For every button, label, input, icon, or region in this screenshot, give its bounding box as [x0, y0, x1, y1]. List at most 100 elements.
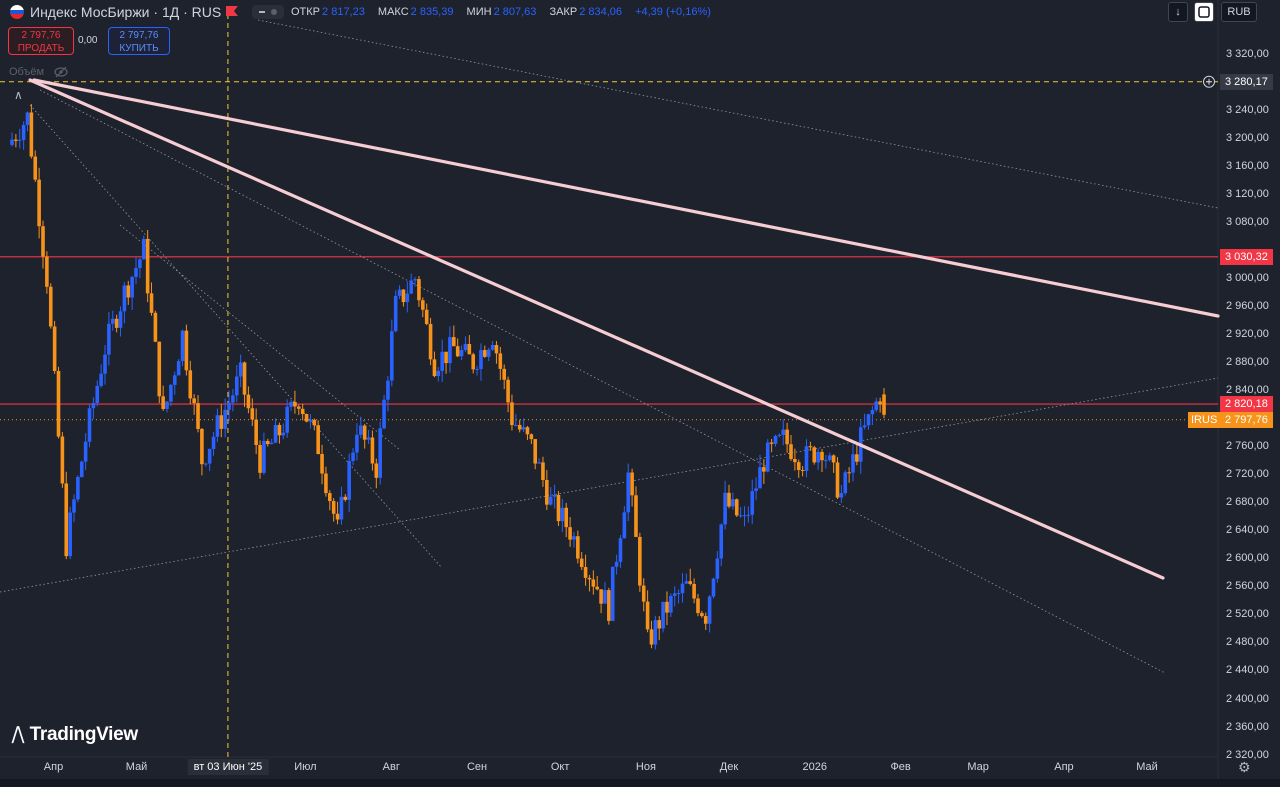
candle-body: [262, 440, 266, 473]
guide-line: [29, 104, 443, 569]
candle-body: [793, 458, 797, 463]
price-tick-label: 2 360,00: [1226, 720, 1269, 733]
candle-body: [413, 279, 417, 281]
candle-body: [866, 414, 871, 426]
candle-body: [738, 515, 743, 517]
arrow-down-icon[interactable]: ↓: [1168, 2, 1188, 22]
candle-body: [60, 436, 65, 484]
buy-label: КУПИТЬ: [119, 43, 159, 54]
candle-body: [312, 419, 317, 426]
eye-off-icon[interactable]: [54, 66, 68, 78]
currency-select[interactable]: RUB: [1221, 2, 1257, 22]
candle-body: [548, 496, 553, 505]
price-tick-label: 2 480,00: [1226, 636, 1269, 649]
volume-label[interactable]: Объём: [9, 66, 45, 78]
price-tick-label: 2 600,00: [1226, 552, 1269, 565]
change-value: +4,39 (+0,16%): [635, 6, 711, 18]
candle-body: [521, 427, 526, 430]
candle-body: [773, 435, 778, 444]
plus-icon: [1206, 78, 1212, 85]
flag-marker-icon[interactable]: [226, 6, 238, 16]
candle-body: [789, 444, 793, 459]
candle-body: [455, 346, 460, 357]
guide-line: [119, 224, 401, 451]
candle-body: [874, 401, 879, 411]
price-tick-label: 3 240,00: [1226, 103, 1269, 116]
candle-body: [560, 507, 565, 522]
candle-body: [816, 451, 820, 463]
candle-body: [25, 112, 30, 126]
candle-body: [641, 585, 646, 602]
candle-body: [347, 461, 351, 500]
candle-body: [839, 493, 844, 498]
price-tick-label: 2 840,00: [1226, 384, 1269, 397]
price-tick-label: 3 080,00: [1226, 216, 1269, 228]
buy-button[interactable]: 2 797,76 КУПИТЬ: [108, 27, 170, 55]
candle-body: [184, 330, 189, 371]
candle-body: [17, 139, 22, 141]
time-tick-label: 2026: [802, 761, 828, 773]
price-tick-label: 3 320,00: [1226, 47, 1269, 60]
candle-body: [172, 375, 177, 385]
candle-body: [843, 472, 848, 494]
symbol-title[interactable]: Индекс МосБиржи · 1Д · RUS: [30, 4, 222, 20]
candle-body: [514, 424, 518, 426]
candle-body: [545, 479, 549, 505]
level-price-badge: 3 030,32: [1220, 248, 1273, 265]
guide-line: [39, 89, 1166, 674]
candle-body: [614, 561, 619, 567]
candle-body: [510, 402, 514, 426]
sell-label: ПРОДАТЬ: [17, 43, 65, 54]
time-tick-label: Сен: [466, 761, 488, 773]
candle-body: [692, 583, 696, 599]
tradingview-logo[interactable]: ⧸⧹ TradingView: [12, 724, 138, 745]
candle-body: [14, 139, 18, 141]
candle-body: [409, 280, 413, 294]
candle-body: [564, 507, 569, 528]
candle-body: [769, 442, 774, 444]
price-tick-label: 2 520,00: [1226, 608, 1269, 621]
candle-body: [475, 368, 479, 370]
collapse-chevron-icon[interactable]: ∧: [14, 88, 23, 102]
candle-body: [382, 399, 386, 429]
candle-body: [696, 598, 700, 614]
candle-body: [335, 513, 340, 520]
candle-body: [324, 473, 328, 494]
candle-body: [424, 309, 429, 325]
candle-body: [824, 460, 828, 462]
candle-body: [591, 579, 596, 587]
guide-line: [0, 377, 1219, 593]
candle-body: [448, 337, 452, 364]
candle-body: [79, 461, 84, 478]
candle-body: [576, 536, 580, 559]
candle-body: [269, 442, 274, 445]
candle-body: [289, 401, 293, 407]
buy-price: 2 797,76: [119, 30, 159, 41]
price-tick-label: 2 640,00: [1226, 524, 1269, 537]
fullscreen-icon[interactable]: [1194, 2, 1214, 22]
candle-body: [459, 350, 464, 357]
candle-body: [483, 350, 487, 357]
candle-body: [486, 349, 491, 357]
candle-body: [149, 293, 154, 313]
candle-body: [432, 359, 437, 377]
time-axis[interactable]: Апр Май вт 03 Июн '25 Июл Авг Сен Окт Ноя Дек 202…: [0, 757, 1220, 779]
sell-button[interactable]: 2 797,76 ПРОДАТЬ: [8, 27, 74, 55]
candle-body: [320, 454, 324, 474]
gear-icon[interactable]: ⚙: [1238, 759, 1251, 775]
minus-icon: [259, 9, 277, 15]
candle-body: [145, 238, 150, 294]
hide-legend-button[interactable]: [252, 5, 284, 19]
candle-body: [847, 472, 851, 474]
candle-body: [603, 590, 607, 604]
candle-body: [568, 527, 572, 540]
candle-body: [21, 125, 26, 140]
candle-body: [87, 408, 92, 442]
candle-body: [610, 566, 615, 621]
price-tick-label: 2 760,00: [1226, 440, 1269, 453]
candle-body: [727, 492, 731, 507]
candle-body: [471, 354, 475, 370]
price-tick-label: 3 160,00: [1226, 159, 1269, 172]
candle-body: [618, 538, 623, 562]
